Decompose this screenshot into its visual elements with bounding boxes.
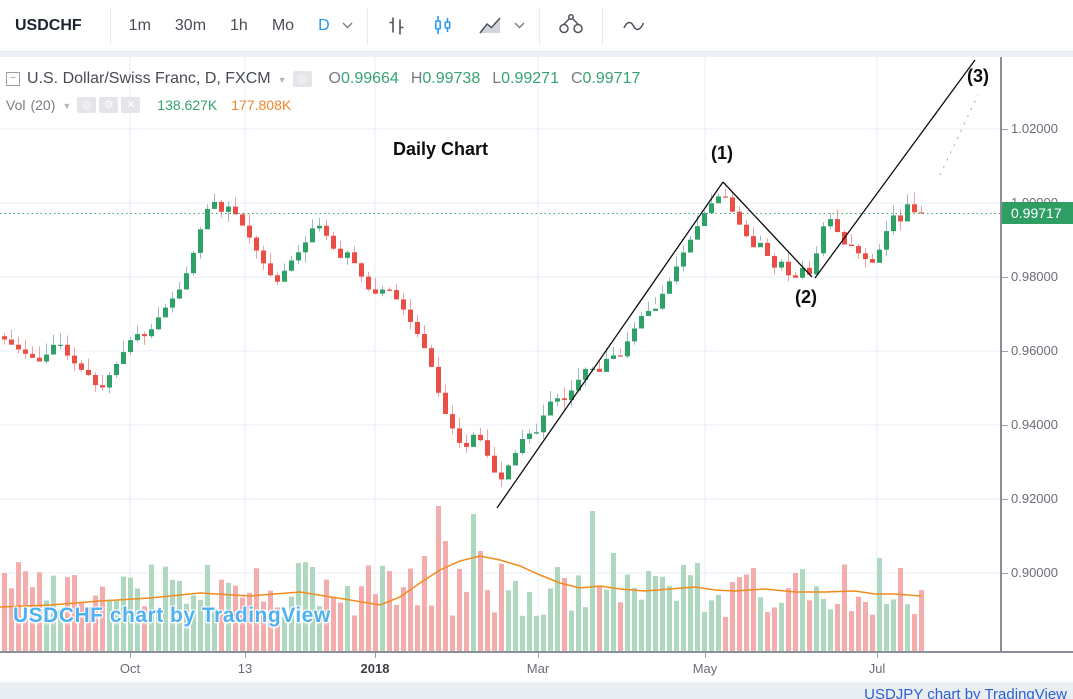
chart-toolbar: USDCHF 1m 30m 1h Mo D (0, 0, 1073, 52)
wave-line-icon (622, 21, 644, 30)
line-tool-button[interactable] (609, 13, 659, 39)
volume-study-legend: Vol (20) ▼ ◎ ⚙ ✕ 138.627K 177.808K (6, 97, 291, 113)
open-label: O (328, 70, 341, 87)
time-tick (245, 653, 246, 658)
toolbar-separator (601, 6, 603, 45)
price-tick (1002, 276, 1008, 278)
footer-chart-link[interactable]: USDJPY chart by TradingView (864, 686, 1067, 699)
volume-current-value: 138.627K (157, 97, 218, 113)
open-value: 0.99664 (340, 70, 399, 87)
chart-widget: USDCHF 1m 30m 1h Mo D (0, 0, 1073, 682)
volume-series (2, 506, 924, 651)
toolbar-gap (0, 52, 1073, 57)
price-tick (1002, 128, 1008, 130)
time-tick (538, 653, 539, 658)
time-tick-label: May (692, 661, 718, 676)
pane-bottom-border (0, 651, 1073, 653)
price-tick-label: 1.02000 (1011, 121, 1058, 136)
volume-ma-value: 177.808K (231, 97, 292, 113)
ohlc-readout: O 0.99664 H 0.99738 L 0.99271 C 0.99717 (325, 70, 641, 88)
last-price-tag: 0.99717 (1002, 202, 1073, 225)
ghost-dashed-line[interactable] (939, 94, 979, 176)
chart-watermark: USDCHF chart by TradingView (13, 604, 331, 627)
price-tick-label: 0.92000 (1011, 491, 1058, 506)
collapse-pane-button[interactable]: − (6, 72, 20, 86)
interval-button-1m[interactable]: 1m (128, 16, 151, 34)
style-chevron-button[interactable] (514, 22, 533, 29)
price-tick-label: 0.98000 (1011, 269, 1058, 284)
candle-chart-style-button[interactable] (420, 13, 466, 39)
toolbar-separator (109, 6, 111, 45)
low-value: 0.99271 (501, 70, 559, 87)
price-tick (1002, 498, 1008, 500)
price-tick (1002, 350, 1008, 352)
interval-button-d[interactable]: D (318, 16, 330, 34)
compare-button[interactable] (546, 12, 596, 40)
chevron-down-icon (514, 22, 525, 29)
close-value: 0.99717 (582, 70, 641, 87)
interval-button-mo[interactable]: Mo (271, 16, 295, 34)
candles-icon (434, 15, 451, 34)
wave-3-label[interactable]: (3) (967, 66, 989, 86)
symbol-button[interactable]: USDCHF (15, 16, 82, 34)
trend-line[interactable] (496, 181, 724, 509)
area-chart-icon (479, 16, 501, 33)
time-tick (375, 653, 376, 658)
time-tick-label: Oct (119, 661, 141, 676)
close-label: C (570, 70, 583, 87)
series-dropdown-caret-icon[interactable]: ▼ (277, 75, 287, 85)
time-tick (705, 653, 706, 658)
series-title[interactable]: U.S. Dollar/Swiss Franc, D, FXCM (27, 70, 271, 87)
toolbar-separator (538, 6, 540, 45)
chart-canvas[interactable] (0, 57, 1073, 651)
wave-2-label[interactable]: (2) (795, 287, 817, 307)
price-tick (1002, 424, 1008, 426)
trend-line[interactable] (814, 59, 976, 279)
bar-chart-style-button[interactable] (374, 13, 420, 39)
time-tick (877, 653, 878, 658)
volume-param: (20) (30, 97, 56, 113)
price-tick-label: 0.90000 (1011, 565, 1058, 580)
trend-line[interactable] (722, 181, 813, 278)
series-visibility-eye-icon[interactable]: ◎ (292, 71, 312, 87)
time-tick-label: 2018 (360, 661, 390, 676)
compare-scales-icon (558, 13, 583, 33)
chevron-down-icon (342, 22, 353, 29)
time-axis[interactable]: Oct 13 2018 Mar May Jul (0, 653, 1073, 682)
price-tick (1002, 572, 1008, 574)
high-value: 0.99738 (422, 70, 481, 87)
price-axis[interactable]: 0.99717 1.020001.000000.980000.960000.94… (1000, 57, 1073, 651)
grid-lines (0, 57, 1000, 651)
interval-chevron-button[interactable] (342, 22, 361, 29)
volume-ma-line (0, 555, 922, 608)
volume-label[interactable]: Vol (6, 97, 26, 113)
high-label: H (410, 70, 423, 87)
time-tick-label: Jul (868, 661, 886, 676)
price-tick-label: 0.96000 (1011, 343, 1058, 358)
time-tick-label: 13 (237, 661, 253, 676)
interval-button-30m[interactable]: 30m (174, 16, 207, 34)
time-tick (130, 653, 131, 658)
toolbar-separator (366, 6, 368, 45)
daily-chart-annotation[interactable]: Daily Chart (393, 139, 489, 159)
wave-1-label[interactable]: (1) (711, 143, 733, 163)
interval-group: 1m 30m 1h Mo D (117, 17, 342, 35)
chart-pane[interactable] (0, 57, 1073, 651)
volume-visibility-eye-icon[interactable]: ◎ (77, 97, 97, 113)
area-chart-style-button[interactable] (466, 13, 514, 39)
volume-dropdown-caret-icon[interactable]: ▼ (62, 101, 72, 111)
time-tick-label: Mar (526, 661, 550, 676)
low-label: L (492, 70, 502, 87)
volume-settings-gear-icon[interactable]: ⚙ (99, 97, 119, 113)
volume-remove-close-icon[interactable]: ✕ (121, 97, 141, 113)
bars-icon (389, 17, 404, 34)
price-tick-label: 0.94000 (1011, 417, 1058, 432)
candlestick-series (2, 188, 924, 487)
interval-button-1h[interactable]: 1h (230, 16, 248, 34)
page-footer: USDJPY chart by TradingView (0, 682, 1073, 699)
main-series-legend: − U.S. Dollar/Swiss Franc, D, FXCM ▼ ◎ O… (6, 70, 640, 88)
chart-overlays[interactable] (0, 59, 1000, 509)
